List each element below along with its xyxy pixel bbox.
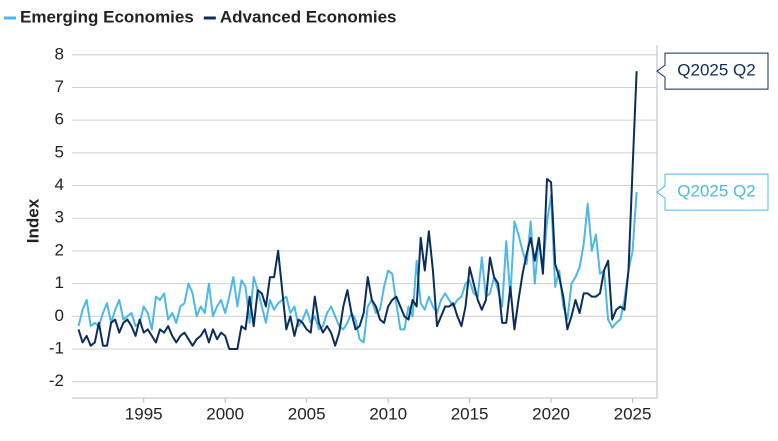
x-tick-label: 2020 [532,404,570,423]
callout-box [656,52,769,90]
annotation: Q2025 Q2 [677,61,755,80]
y-tick-label: 0 [55,306,64,325]
y-tick-label: 2 [55,240,64,259]
x-tick-label: 2005 [288,404,326,423]
legend-label: Advanced Economies [220,7,397,26]
legend-label: Emerging Economies [20,7,194,26]
x-tick-label: 1995 [125,404,163,423]
annotation: Q2025 Q2 [677,182,755,201]
y-tick-label: 5 [55,142,64,161]
x-tick-label: 2015 [451,404,489,423]
y-tick-label: 1 [55,273,64,292]
y-tick-label: -1 [49,338,64,357]
callout-box [656,173,769,211]
x-tick-label: 2025 [614,404,652,423]
y-tick-label: -2 [49,371,64,390]
y-tick-label: 7 [55,77,64,96]
x-tick-label: 2010 [369,404,407,423]
y-tick-label: 3 [55,208,64,227]
x-tick-label: 2000 [206,404,244,423]
y-tick-label: 6 [55,110,64,129]
y-axis-label: Index [23,198,42,243]
y-tick-label: 8 [55,44,64,63]
y-tick-label: 4 [55,175,64,194]
series-line [77,71,638,350]
